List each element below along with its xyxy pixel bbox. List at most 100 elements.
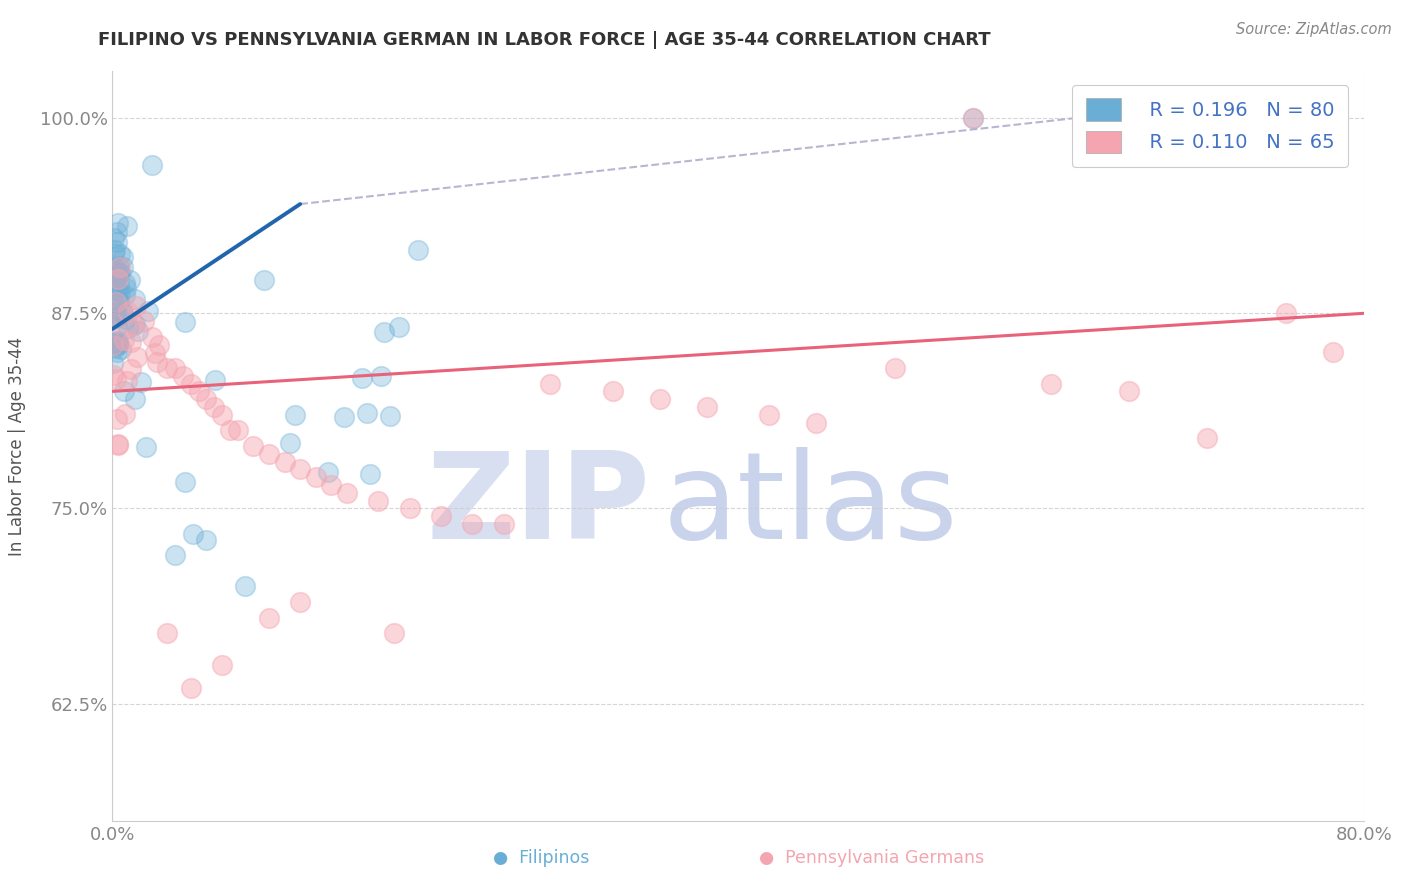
Point (180, 376, 202, 391)
Point (108, 266, 131, 280)
Point (107, 272, 129, 286)
Point (103, 231, 125, 245)
Point (141, 158, 163, 172)
Point (104, 372, 127, 386)
Point (105, 319, 128, 334)
Point (107, 438, 129, 452)
Point (132, 314, 155, 328)
Text: ZIP: ZIP (427, 448, 651, 565)
Text: atlas: atlas (664, 448, 959, 565)
Point (370, 368, 392, 383)
Point (108, 277, 131, 291)
Point (103, 316, 125, 330)
Point (382, 626, 405, 640)
Point (492, 517, 515, 532)
Point (103, 245, 125, 260)
Point (120, 362, 142, 376)
Point (195, 533, 218, 547)
Point (359, 467, 381, 481)
Point (143, 346, 166, 360)
Point (103, 282, 125, 296)
Point (352, 370, 374, 384)
Point (430, 509, 453, 524)
Point (108, 309, 131, 323)
Point (124, 392, 146, 407)
Point (187, 384, 209, 399)
Y-axis label: In Labor Force | Age 35-44: In Labor Force | Age 35-44 (7, 336, 25, 556)
Point (108, 260, 131, 275)
Point (1322, 345, 1344, 359)
Point (103, 368, 125, 382)
Point (103, 338, 125, 352)
Point (257, 447, 280, 461)
Point (758, 408, 780, 422)
Point (273, 455, 295, 469)
Point (107, 216, 129, 230)
Point (105, 295, 128, 310)
Point (156, 626, 179, 640)
Point (115, 312, 138, 326)
Point (114, 281, 136, 295)
Point (318, 465, 340, 479)
Point (129, 376, 152, 390)
Point (110, 247, 132, 261)
Point (111, 260, 134, 274)
Point (696, 400, 718, 414)
Text: ●  Pennsylvania Germans: ● Pennsylvania Germans (759, 849, 984, 867)
Point (104, 243, 127, 257)
Point (1071, 111, 1094, 125)
Point (172, 368, 194, 383)
Point (333, 410, 356, 425)
Point (406, 243, 429, 257)
Point (105, 283, 128, 297)
Point (204, 374, 226, 388)
Point (110, 343, 132, 357)
Point (962, 111, 984, 125)
Point (125, 299, 148, 313)
Point (242, 439, 264, 453)
Point (104, 334, 127, 349)
Point (156, 360, 179, 375)
Point (173, 315, 195, 329)
Point (125, 350, 148, 364)
Point (115, 219, 138, 233)
Point (373, 325, 395, 339)
Point (108, 294, 131, 309)
Point (135, 440, 157, 454)
Point (388, 320, 411, 334)
Point (141, 329, 163, 343)
Point (107, 267, 129, 281)
Point (305, 470, 328, 484)
Point (107, 263, 129, 277)
Point (112, 384, 135, 398)
Point (120, 334, 142, 349)
Point (112, 306, 135, 320)
Point (336, 485, 359, 500)
Point (114, 288, 136, 302)
Point (461, 517, 484, 532)
Point (321, 478, 343, 492)
Point (257, 610, 280, 624)
Point (290, 595, 312, 609)
Point (115, 374, 138, 388)
Point (105, 226, 128, 240)
Point (211, 408, 233, 422)
Point (146, 355, 169, 369)
Point (1197, 431, 1219, 445)
Point (108, 266, 131, 280)
Point (148, 337, 170, 351)
Point (104, 341, 127, 355)
Point (103, 310, 125, 325)
Point (108, 285, 131, 300)
Legend:   R = 0.196   N = 80,   R = 0.110   N = 65: R = 0.196 N = 80, R = 0.110 N = 65 (1073, 85, 1348, 167)
Point (163, 360, 186, 375)
Point (104, 305, 127, 319)
Point (107, 295, 129, 310)
Point (278, 436, 301, 450)
Point (114, 407, 136, 421)
Point (103, 301, 125, 315)
Point (114, 276, 136, 290)
Text: ●  Filipinos: ● Filipinos (494, 849, 589, 867)
Point (105, 412, 128, 426)
Point (218, 424, 240, 438)
